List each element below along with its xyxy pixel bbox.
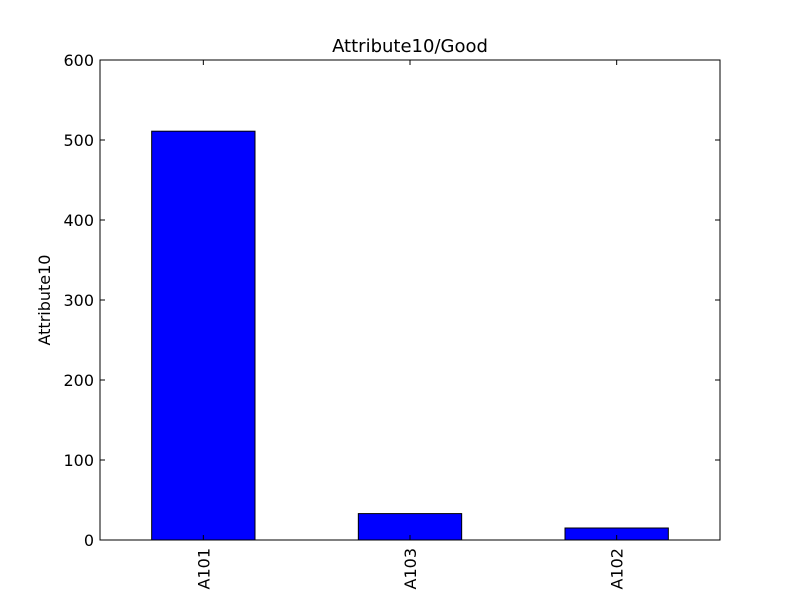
x-axis-ticks: A101 A103 A102 — [194, 60, 627, 589]
y-tick-label: 100 — [63, 451, 94, 470]
x-tick-label: A101 — [194, 548, 213, 589]
plot-frame — [99, 59, 721, 541]
y-tick-label: 600 — [63, 51, 94, 70]
y-axis-ticks: 0 100 200 300 400 500 600 — [63, 51, 720, 550]
bars-group — [151, 130, 669, 541]
chart-title: Attribute10/Good — [332, 36, 488, 57]
x-tick-label: A103 — [401, 548, 420, 589]
x-tick-label: A102 — [608, 548, 627, 589]
y-tick-label: 500 — [63, 131, 94, 150]
y-tick-label: 200 — [63, 371, 94, 390]
bar-a101 — [151, 130, 256, 541]
y-tick-label: 300 — [63, 291, 94, 310]
y-tick-label: 400 — [63, 211, 94, 230]
y-tick-label: 0 — [84, 531, 94, 550]
y-axis-label: Attribute10 — [35, 254, 54, 345]
